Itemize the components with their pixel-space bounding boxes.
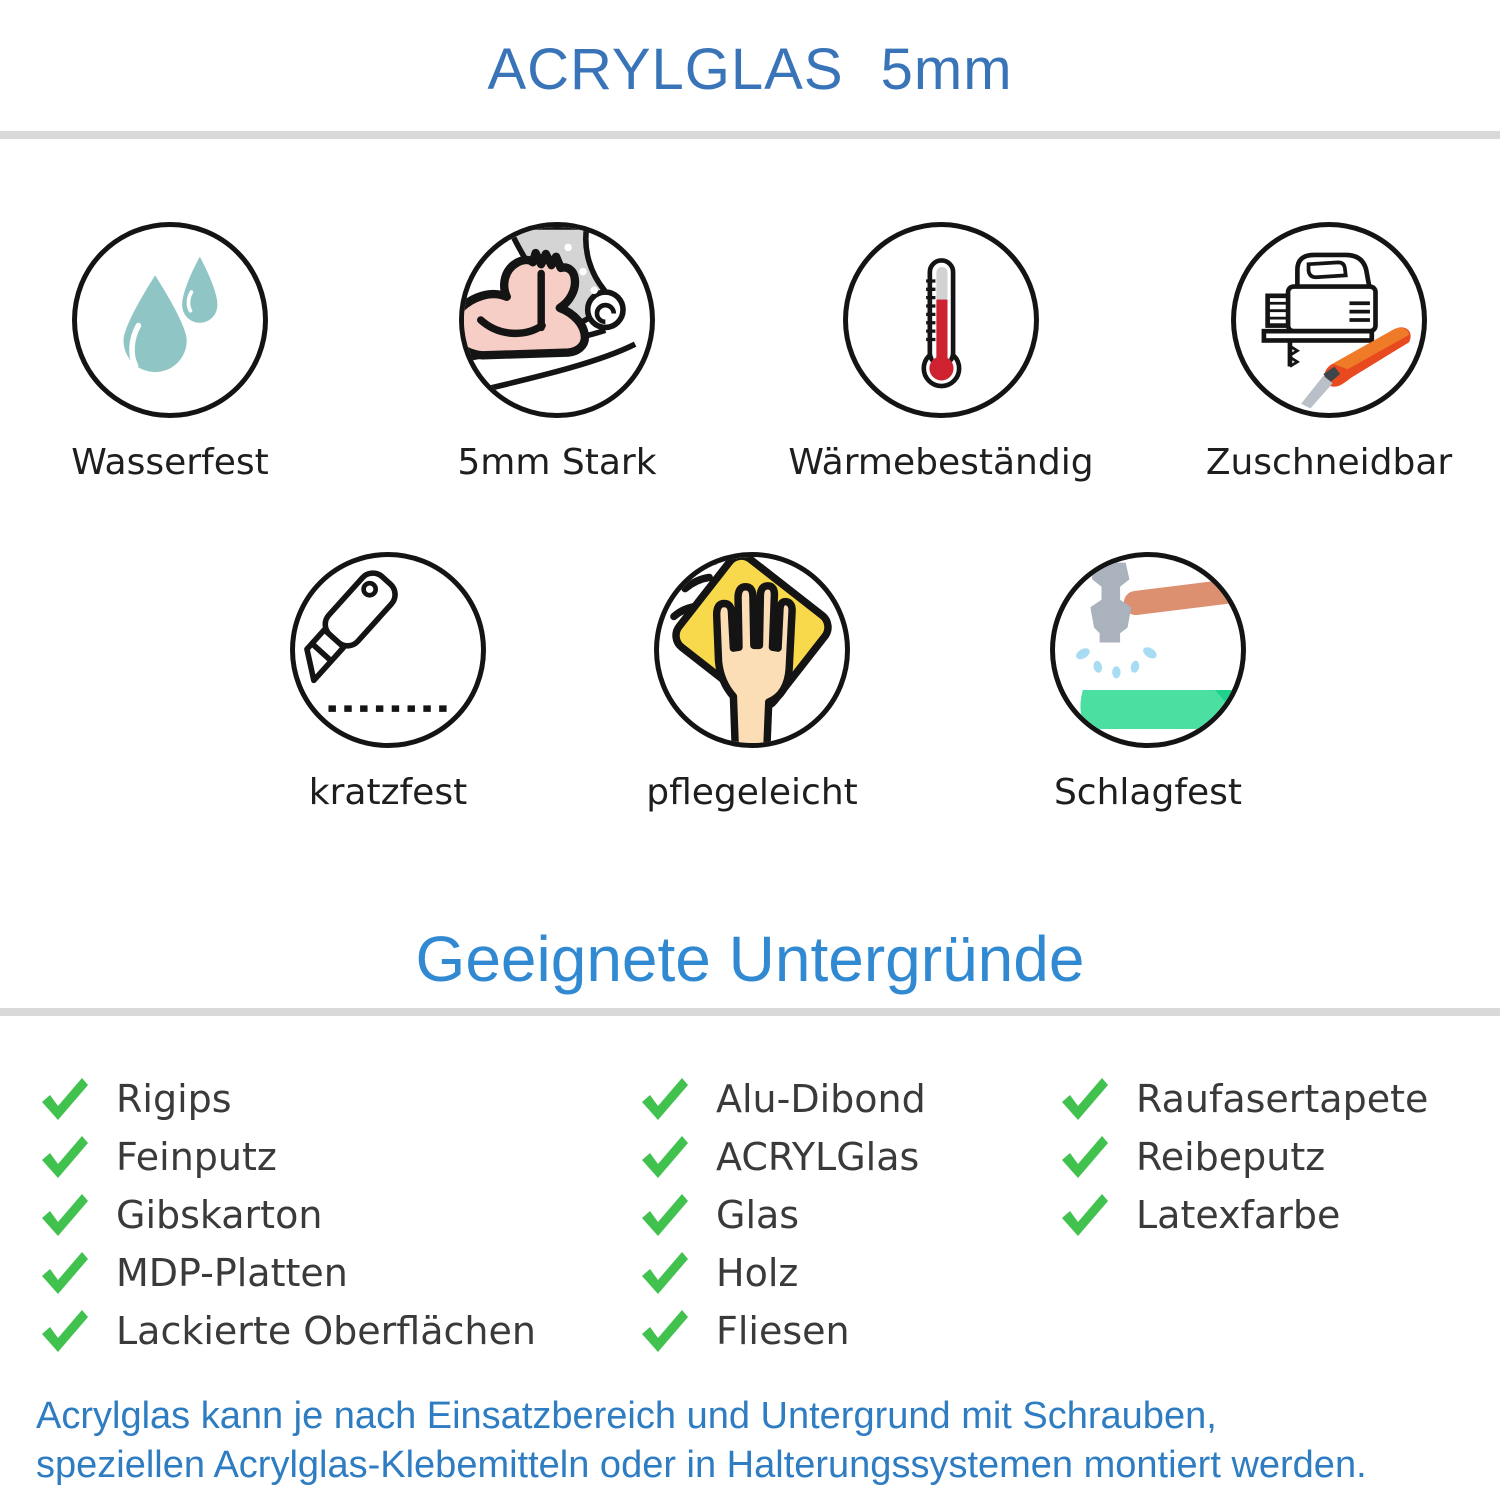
mounting-note-line2: speziellen Acrylglas-Klebemitteln oder i… xyxy=(36,1444,1367,1486)
list-item: Gibskarton xyxy=(38,1186,536,1244)
list-item: Raufasertapete xyxy=(1058,1070,1428,1128)
list-item: ACRYLGlas xyxy=(638,1128,926,1186)
feature-label: Schlagfest xyxy=(1053,772,1243,813)
list-item: MDP-Platten xyxy=(38,1244,536,1302)
list-item: Reibeputz xyxy=(1058,1128,1428,1186)
feature-wasserfest: Wasserfest xyxy=(0,222,350,483)
checkmark-icon xyxy=(642,1194,688,1236)
jigsaw-icon xyxy=(1261,252,1411,409)
section-heading: Geeignete Untergründe xyxy=(415,923,1085,995)
muscle-arm-icon xyxy=(464,227,637,398)
feature-label: pflegeleicht xyxy=(646,772,858,813)
checkmark-icon xyxy=(1062,1136,1108,1178)
checkmark-icon xyxy=(642,1078,688,1120)
page-title: ACRYLGLAS 5mm xyxy=(487,37,1013,102)
checkmark-icon xyxy=(42,1136,88,1178)
thermometer-icon xyxy=(921,258,962,389)
feature-pflegeleicht: pflegeleicht xyxy=(572,552,932,813)
cleaning-hand-icon xyxy=(670,557,832,743)
feature-5mm-stark: 5mm Stark xyxy=(377,222,737,483)
feature-label: kratzfest xyxy=(308,772,468,813)
checkmark-icon xyxy=(1062,1078,1108,1120)
surfaces-column-3: Raufasertapete Reibeputz Latexfarbe xyxy=(1058,1070,1428,1244)
divider-bar-middle xyxy=(0,1008,1500,1016)
feature-kratzfest: kratzfest xyxy=(208,552,568,813)
feature-waermebestaendig: Wärmebeständig xyxy=(761,222,1121,483)
feature-label: Wärmebeständig xyxy=(788,442,1094,483)
list-item: Latexfarbe xyxy=(1058,1186,1428,1244)
feature-label: 5mm Stark xyxy=(457,442,657,483)
feature-schlagfest: Schlagfest xyxy=(968,552,1328,813)
checkmark-icon xyxy=(42,1194,88,1236)
utility-knife-icon xyxy=(304,570,454,712)
checkmark-icon xyxy=(642,1310,688,1352)
checkmark-icon xyxy=(642,1136,688,1178)
surfaces-column-1: Rigips Feinputz Gibskarton MDP-Platten L… xyxy=(38,1070,536,1360)
list-item: Holz xyxy=(638,1244,926,1302)
feature-zuschneidbar: Zuschneidbar xyxy=(1149,222,1500,483)
feature-label: Wasserfest xyxy=(71,442,269,483)
mounting-note-line1: Acrylglas kann je nach Einsatzbereich un… xyxy=(36,1395,1217,1437)
list-item: Alu-Dibond xyxy=(638,1070,926,1128)
list-item: Feinputz xyxy=(38,1128,536,1186)
mounting-note: Acrylglas kann je nach Einsatzbereich un… xyxy=(36,1392,1367,1490)
checkmark-icon xyxy=(42,1078,88,1120)
list-item: Rigips xyxy=(38,1070,536,1128)
checkmark-icon xyxy=(42,1310,88,1352)
checkmark-icon xyxy=(1062,1194,1108,1236)
list-item: Fliesen xyxy=(638,1302,926,1360)
checkmark-icon xyxy=(642,1252,688,1294)
surfaces-column-2: Alu-Dibond ACRYLGlas Glas Holz Fliesen xyxy=(638,1070,926,1360)
list-item: Glas xyxy=(638,1186,926,1244)
water-drops-icon xyxy=(123,256,218,373)
list-item: Lackierte Oberflächen xyxy=(38,1302,536,1360)
divider-bar-top xyxy=(0,131,1500,139)
feature-label: Zuschneidbar xyxy=(1205,442,1453,483)
checkmark-icon xyxy=(42,1252,88,1294)
hammer-icon xyxy=(1076,562,1241,730)
